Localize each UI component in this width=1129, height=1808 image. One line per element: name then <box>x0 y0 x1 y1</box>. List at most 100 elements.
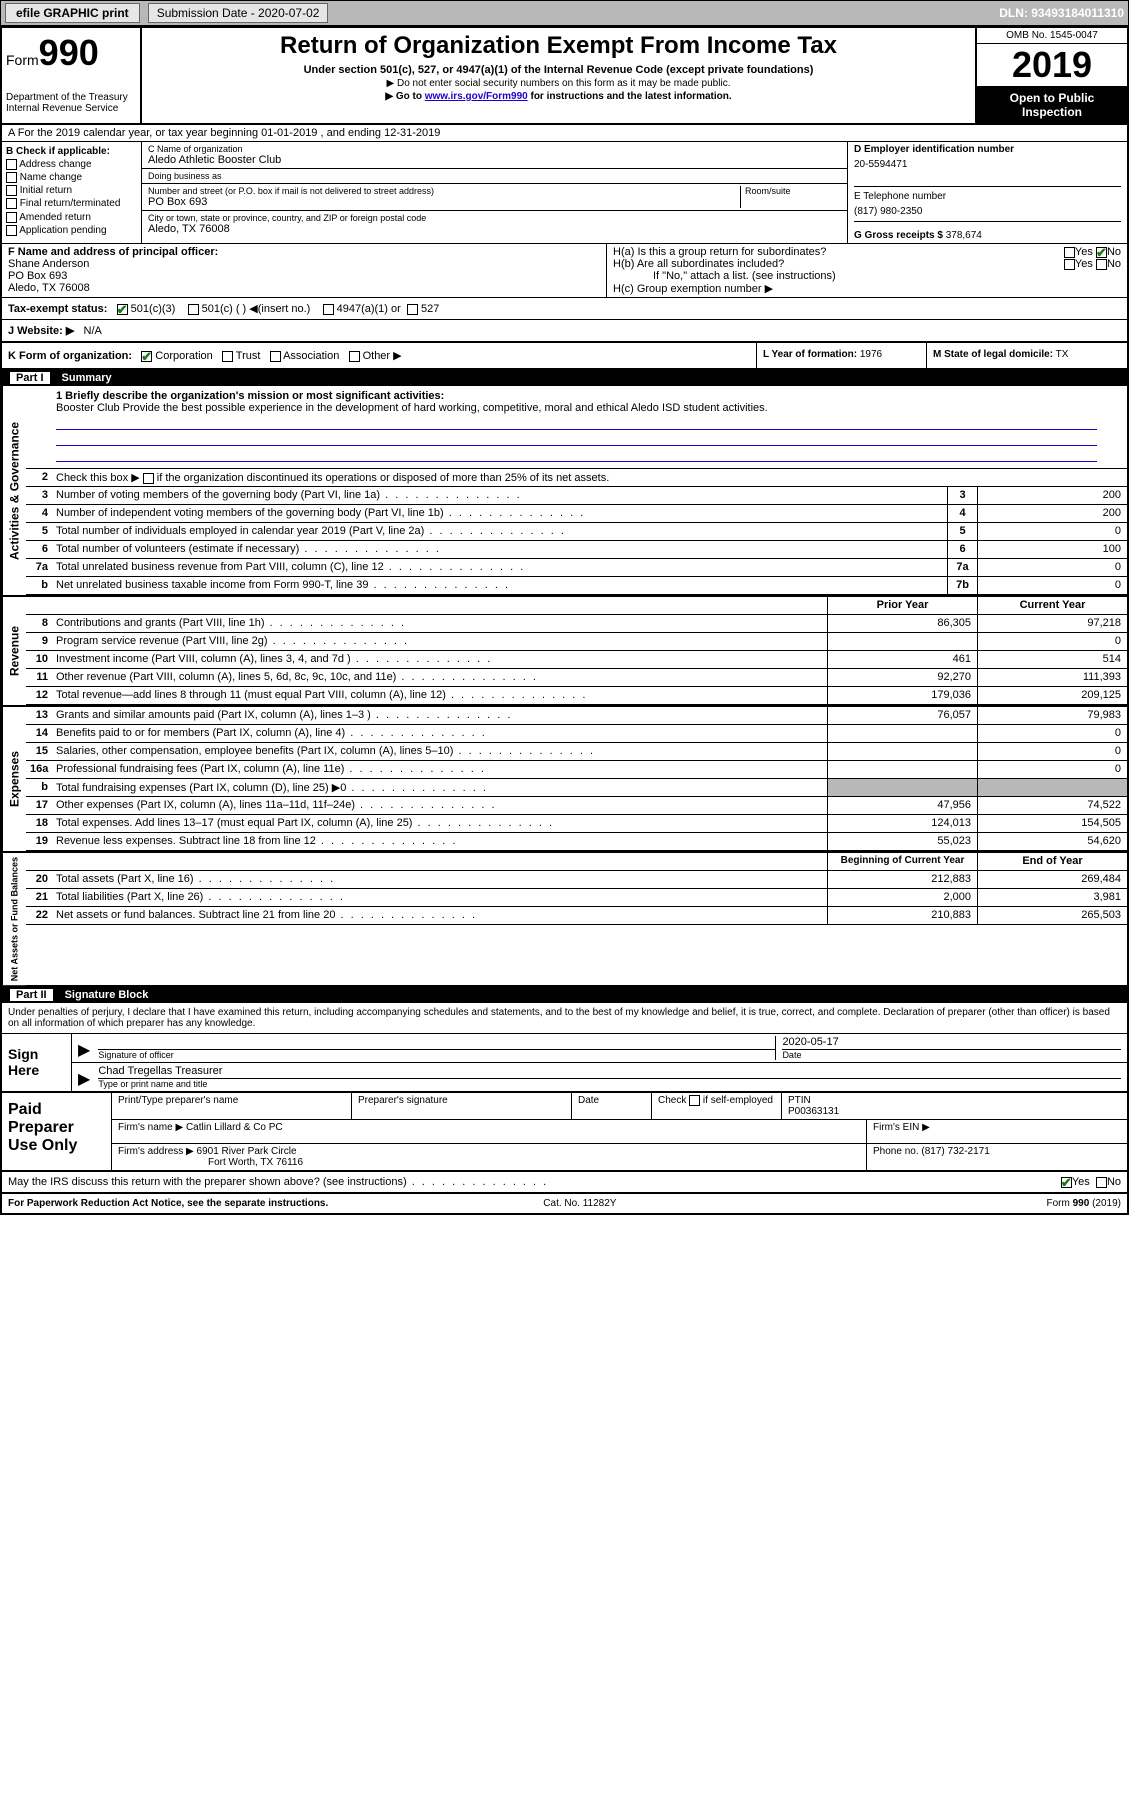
row-a-tax-year: A For the 2019 calendar year, or tax yea… <box>2 125 1127 142</box>
summary-row: 9Program service revenue (Part VIII, lin… <box>26 633 1127 651</box>
i-501c3: 501(c)(3) <box>131 303 176 315</box>
rev-header-row: Prior Year Current Year <box>26 597 1127 615</box>
b-header: B Check if applicable: <box>6 146 137 157</box>
g-receipts: G Gross receipts $ 378,674 <box>854 222 1121 241</box>
vlabel-na: Net Assets or Fund Balances <box>2 853 26 985</box>
irs-link[interactable]: www.irs.gov/Form990 <box>425 91 528 102</box>
k-trust: Trust <box>236 350 261 362</box>
h-b-row: H(b) Are all subordinates included? Yes … <box>613 258 1121 270</box>
vlabel-exp: Expenses <box>2 707 26 851</box>
irs-discuss-row: May the IRS discuss this return with the… <box>2 1172 1127 1194</box>
summary-row: bTotal fundraising expenses (Part IX, co… <box>26 779 1127 797</box>
part-ii-header: Part II Signature Block <box>2 987 1127 1003</box>
summary-row: bNet unrelated business taxable income f… <box>26 577 1127 595</box>
e-phone: E Telephone number (817) 980-2350 <box>854 187 1121 222</box>
website-value: N/A <box>84 325 102 337</box>
hb-yes: Yes <box>1075 258 1093 270</box>
h-a-row: H(a) Is this a group return for subordin… <box>613 246 1121 258</box>
mission-block: 1 Briefly describe the organization's mi… <box>26 386 1127 469</box>
firm-addr2: Fort Worth, TX 76116 <box>118 1157 303 1168</box>
ein-value: 20-5594471 <box>854 159 1121 170</box>
submission-date: Submission Date - 2020-07-02 <box>148 3 329 23</box>
col-m-state: M State of legal domicile: TX <box>927 343 1127 368</box>
summary-row: 5Total number of individuals employed in… <box>26 523 1127 541</box>
firm-name-cell: Firm's name ▶ Catlin Lillard & Co PC <box>112 1120 867 1143</box>
phone-value: (817) 980-2350 <box>854 206 1121 217</box>
section-revenue: Revenue Prior Year Current Year 8Contrib… <box>2 597 1127 707</box>
line2-text: Check this box ▶ if the organization dis… <box>52 469 1127 486</box>
col-f-officer: F Name and address of principal officer:… <box>2 244 607 297</box>
tax-year: 2019 <box>977 44 1127 87</box>
chk-name: Name change <box>6 172 137 183</box>
summary-row: 14Benefits paid to or for members (Part … <box>26 725 1127 743</box>
form-num: 990 <box>39 32 99 73</box>
col-h-group: H(a) Is this a group return for subordin… <box>607 244 1127 297</box>
col-l-year: L Year of formation: 1976 <box>757 343 927 368</box>
j-label: J Website: ▶ <box>8 325 74 337</box>
chk-pending: Application pending <box>6 225 137 236</box>
preparer-name-hdr: Print/Type preparer's name <box>112 1093 352 1119</box>
paid-row-1: Print/Type preparer's name Preparer's si… <box>112 1093 1127 1120</box>
officer-city: Aledo, TX 76008 <box>8 282 600 294</box>
paid-preparer-label: Paid Preparer Use Only <box>2 1093 112 1170</box>
org-name: Aledo Athletic Booster Club <box>148 154 841 166</box>
hb-no: No <box>1107 258 1121 270</box>
section-fh: F Name and address of principal officer:… <box>2 244 1127 298</box>
signature-intro: Under penalties of perjury, I declare th… <box>2 1003 1127 1034</box>
firm-addr1: 6901 River Park Circle <box>197 1146 297 1157</box>
k-corp: Corporation <box>155 350 212 362</box>
subtitle-3: ▶ Go to www.irs.gov/Form990 for instruct… <box>150 91 967 102</box>
col-de: D Employer identification number 20-5594… <box>847 142 1127 243</box>
summary-row: 15Salaries, other compensation, employee… <box>26 743 1127 761</box>
g-label: G Gross receipts $ <box>854 230 943 241</box>
footer-left: For Paperwork Reduction Act Notice, see … <box>8 1198 328 1209</box>
summary-row: 7aTotal unrelated business revenue from … <box>26 559 1127 577</box>
summary-row: 22Net assets or fund balances. Subtract … <box>26 907 1127 925</box>
d-label: D Employer identification number <box>854 144 1121 155</box>
preparer-sig-hdr: Preparer's signature <box>352 1093 572 1119</box>
footer-right: Form 990 (2019) <box>1047 1198 1121 1209</box>
header-right: OMB No. 1545-0047 2019 Open to Public In… <box>977 28 1127 123</box>
l-label: L Year of formation: <box>763 349 857 360</box>
firm-phone-cell: Phone no. (817) 732-2171 <box>867 1144 1127 1170</box>
k-other: Other ▶ <box>363 350 402 362</box>
col-b-checkboxes: B Check if applicable: Address change Na… <box>2 142 142 243</box>
section-bcd: B Check if applicable: Address change Na… <box>2 142 1127 244</box>
line2-num: 2 <box>26 469 52 486</box>
paid-row-3: Firm's address ▶ 6901 River Park Circle … <box>112 1144 1127 1170</box>
preparer-date-hdr: Date <box>572 1093 652 1119</box>
section-j-website: J Website: ▶ N/A <box>2 320 1127 343</box>
c-name-row: C Name of organization Aledo Athletic Bo… <box>142 142 847 169</box>
chk-initial: Initial return <box>6 185 137 196</box>
sub3-post: for instructions and the latest informat… <box>528 91 732 102</box>
current-year-hdr: Current Year <box>977 597 1127 614</box>
summary-row: 21Total liabilities (Part X, line 26)2,0… <box>26 889 1127 907</box>
sig-name-row: ▶ Chad Tregellas Treasurer Type or print… <box>72 1063 1127 1091</box>
prior-year-hdr: Prior Year <box>827 597 977 614</box>
open-inspection: Open to Public Inspection <box>977 87 1127 123</box>
arrow-icon: ▶ <box>78 1040 98 1060</box>
efile-label: efile GRAPHIC print <box>5 3 140 23</box>
part-ii-num: Part II <box>10 989 53 1001</box>
paid-row-2: Firm's name ▶ Catlin Lillard & Co PC Fir… <box>112 1120 1127 1144</box>
sig-officer-label: Signature of officer <box>98 1050 173 1060</box>
header-left: Form990 Department of the Treasury Inter… <box>2 28 142 123</box>
section-expenses: Expenses 13Grants and similar amounts pa… <box>2 707 1127 853</box>
part-ii-title: Signature Block <box>65 989 149 1001</box>
year-formation: 1976 <box>860 349 882 360</box>
c-name-label: C Name of organization <box>148 144 841 154</box>
ha-yes: Yes <box>1075 246 1093 258</box>
sig-name-label: Type or print name and title <box>98 1079 207 1089</box>
summary-row: 8Contributions and grants (Part VIII, li… <box>26 615 1127 633</box>
part-i-header: Part I Summary <box>2 370 1127 386</box>
form-word: Form <box>6 52 39 68</box>
sign-here-label: Sign Here <box>2 1034 72 1091</box>
i-4947: 4947(a)(1) or <box>337 303 401 315</box>
chk-final: Final return/terminated <box>6 198 137 209</box>
sign-here-block: Sign Here ▶ Signature of officer 2020-05… <box>2 1034 1127 1093</box>
c-street-label: Number and street (or P.O. box if mail i… <box>148 186 736 196</box>
line2-row: 2 Check this box ▶ if the organization d… <box>26 469 1127 487</box>
irs-no: No <box>1107 1176 1121 1188</box>
i-label: Tax-exempt status: <box>8 303 107 315</box>
form-header: Form990 Department of the Treasury Inter… <box>2 28 1127 125</box>
